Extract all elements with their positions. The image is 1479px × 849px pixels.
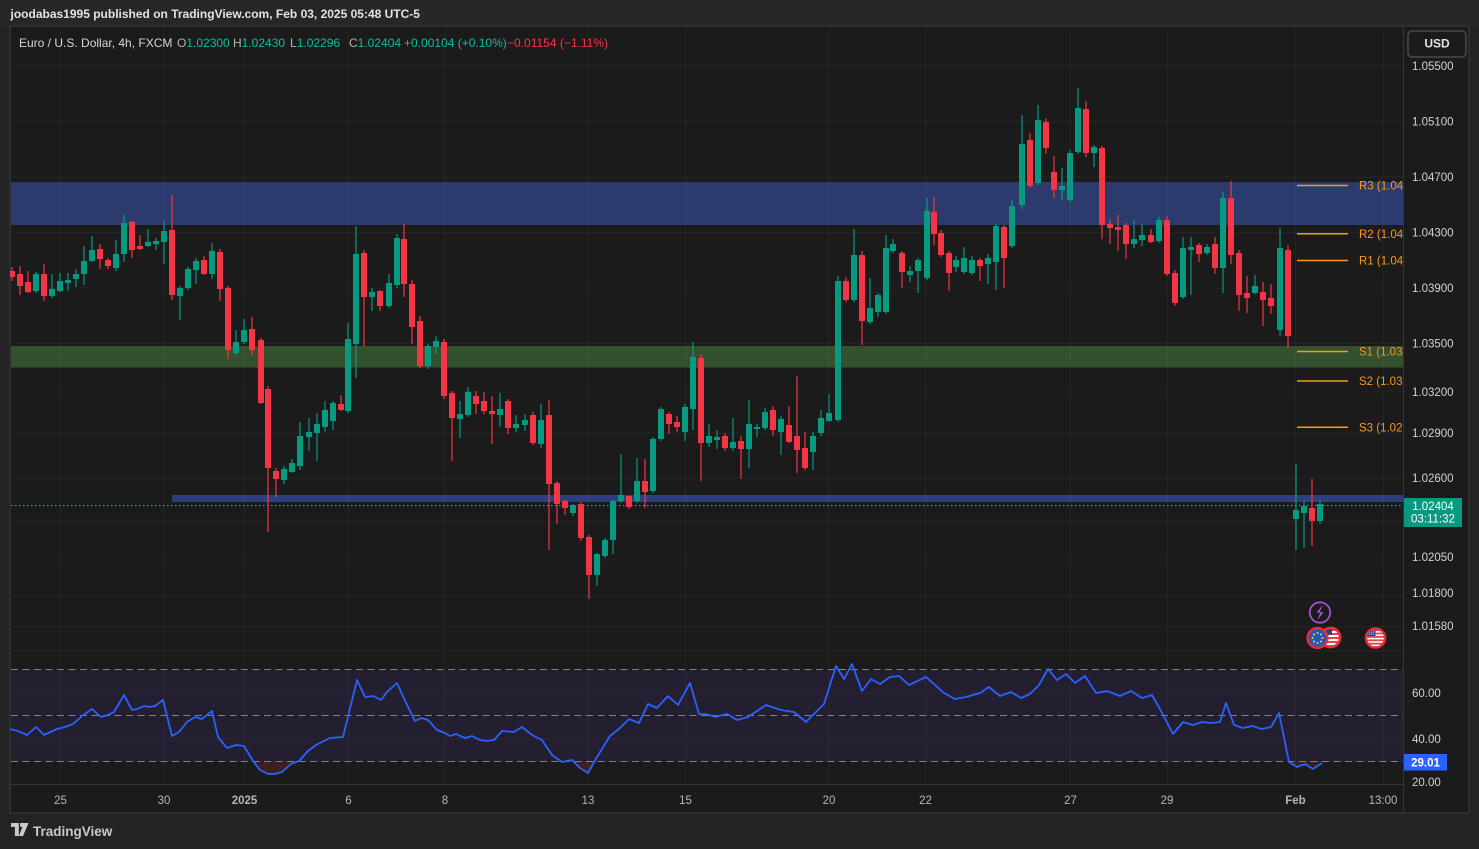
svg-text:1.03500: 1.03500 (1412, 339, 1454, 351)
svg-text:S1 (1.0349): S1 (1.0349) (1359, 347, 1419, 359)
svg-text:8: 8 (442, 795, 448, 807)
svg-text:1.02900: 1.02900 (1412, 428, 1454, 440)
svg-text:29.01: 29.01 (1411, 758, 1440, 770)
svg-text:1.03200: 1.03200 (1412, 387, 1454, 399)
svg-text:R3 (1.0466): R3 (1.0466) (1359, 181, 1420, 193)
svg-text:1.04700: 1.04700 (1412, 172, 1454, 184)
svg-text:1.04300: 1.04300 (1412, 228, 1454, 240)
svg-text:15: 15 (679, 795, 692, 807)
svg-text:40.00: 40.00 (1412, 734, 1441, 746)
svg-text:1.02404: 1.02404 (1412, 501, 1454, 513)
svg-text:S2 (1.0327): S2 (1.0327) (1359, 376, 1419, 388)
svg-text:1.05500: 1.05500 (1412, 61, 1454, 73)
svg-text:22: 22 (919, 795, 932, 807)
svg-text:Euro / U.S. Dollar, 4h, FXCM: Euro / U.S. Dollar, 4h, FXCM (19, 36, 172, 50)
svg-text:1.01580: 1.01580 (1412, 621, 1454, 633)
svg-text:20.00: 20.00 (1412, 777, 1441, 789)
svg-text:USD: USD (1424, 37, 1450, 51)
svg-text:1.01800: 1.01800 (1412, 588, 1454, 600)
svg-text:25: 25 (54, 795, 67, 807)
svg-text:20: 20 (823, 795, 836, 807)
svg-text:R2 (1.0431): R2 (1.0431) (1359, 229, 1420, 241)
svg-text:1.05100: 1.05100 (1412, 117, 1454, 129)
svg-text:1.03900: 1.03900 (1412, 283, 1454, 295)
svg-text:6: 6 (345, 795, 351, 807)
svg-text:S3 (1.0295): S3 (1.0295) (1359, 422, 1419, 434)
svg-text:03:11:32: 03:11:32 (1411, 514, 1455, 526)
svg-text:29: 29 (1161, 795, 1174, 807)
svg-text:60.00: 60.00 (1412, 688, 1441, 700)
svg-text:13:00: 13:00 (1369, 795, 1398, 807)
svg-text:TradingView: TradingView (33, 824, 113, 839)
svg-text:13: 13 (582, 795, 595, 807)
svg-text:joodabas1995 published on Trad: joodabas1995 published on TradingView.co… (10, 7, 421, 21)
svg-text:R1 (1.0413): R1 (1.0413) (1359, 256, 1420, 268)
svg-text:27: 27 (1064, 795, 1077, 807)
svg-text:1.02050: 1.02050 (1412, 552, 1454, 564)
svg-text:Feb: Feb (1285, 795, 1305, 807)
svg-text:30: 30 (158, 795, 171, 807)
svg-text:1.02600: 1.02600 (1412, 473, 1454, 485)
svg-text:2025: 2025 (232, 795, 258, 807)
